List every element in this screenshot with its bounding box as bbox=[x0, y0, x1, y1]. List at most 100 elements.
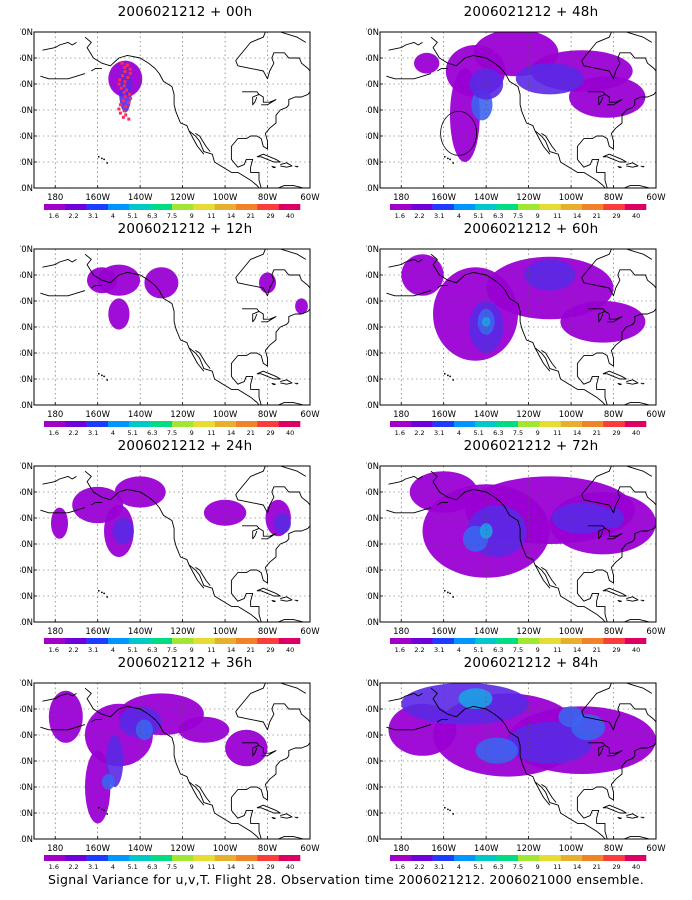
variance-map: 70N 60N 50N 40N 30N 20N 10N 180 160W 140W 120W 100W… bbox=[366, 462, 666, 652]
colorbar-label: 4 bbox=[111, 212, 115, 218]
lon-tick-label: 180 bbox=[393, 627, 409, 637]
colorbar-swatch bbox=[214, 855, 237, 861]
colorbar-swatch bbox=[150, 204, 173, 210]
lat-tick-label: 20N bbox=[20, 158, 33, 168]
colorbar-label: 21 bbox=[247, 646, 255, 652]
colorbar-label: 29 bbox=[612, 429, 620, 435]
colorbar-swatch bbox=[193, 421, 215, 427]
colorbar-swatch bbox=[236, 638, 258, 644]
colorbar-label: 9 bbox=[536, 863, 540, 869]
colorbar-swatch bbox=[65, 204, 87, 210]
colorbar-swatch bbox=[603, 855, 625, 861]
colorbar-label: 7.5 bbox=[513, 863, 523, 869]
colorbar-label: 7.5 bbox=[513, 212, 523, 218]
colorbar-swatch bbox=[560, 421, 583, 427]
colorbar-swatch bbox=[108, 855, 130, 861]
lon-tick-label: 120W bbox=[170, 410, 195, 420]
colorbar-label: 6.3 bbox=[147, 863, 157, 869]
colorbar-label: 21 bbox=[247, 429, 255, 435]
lat-tick-label: 60N bbox=[366, 488, 379, 498]
colorbar: 1.6 2.2 3.1 4 5.1 6.3 7.5 9 11 14 21 29 40 bbox=[390, 638, 647, 652]
lat-tick-label: 30N bbox=[366, 349, 379, 359]
variance-map: 70N 60N 50N 40N 30N 20N 10N 180 160W 140W 120W 100W… bbox=[20, 462, 320, 652]
colorbar-label: 9 bbox=[536, 429, 540, 435]
colorbar-label: 2.2 bbox=[414, 212, 424, 218]
lon-tick-label: 180 bbox=[393, 193, 409, 203]
colorbar-label: 9 bbox=[536, 212, 540, 218]
colorbar-label: 40 bbox=[632, 429, 640, 435]
colorbar-label: 7.5 bbox=[167, 212, 177, 218]
lat-tick-label: 10N bbox=[366, 835, 379, 845]
grid-lines bbox=[380, 683, 656, 839]
colorbar-label: 2.2 bbox=[414, 429, 424, 435]
colorbar-swatch bbox=[560, 638, 583, 644]
colorbar-label: 40 bbox=[286, 646, 294, 652]
colorbar-label: 21 bbox=[593, 212, 601, 218]
colorbar-label: 2.2 bbox=[68, 863, 78, 869]
colorbar-swatch bbox=[475, 204, 497, 210]
colorbar-label: 5.1 bbox=[127, 212, 137, 218]
colorbar: 1.6 2.2 3.1 4 5.1 6.3 7.5 9 11 14 21 29 40 bbox=[44, 638, 301, 652]
colorbar-label: 40 bbox=[286, 429, 294, 435]
colorbar: 1.6 2.2 3.1 4 5.1 6.3 7.5 9 11 14 21 29 40 bbox=[44, 204, 301, 218]
colorbar-label: 5.1 bbox=[127, 646, 137, 652]
grid-lines bbox=[34, 249, 310, 405]
lat-tick-label: 60N bbox=[20, 54, 33, 64]
colorbar-label: 40 bbox=[286, 212, 294, 218]
colorbar-label: 29 bbox=[266, 863, 274, 869]
lon-tick-label: 60W bbox=[646, 193, 666, 203]
lon-tick-label: 80W bbox=[604, 410, 624, 420]
lat-tick-label: 50N bbox=[366, 80, 379, 90]
colorbar-label: 29 bbox=[612, 863, 620, 869]
colorbar-label: 11 bbox=[553, 212, 561, 218]
colorbar-swatch bbox=[432, 204, 455, 210]
panel-title: 2006021212 + 48h bbox=[463, 4, 599, 20]
lat-tick-label: 20N bbox=[366, 375, 379, 385]
colorbar-swatch bbox=[44, 421, 66, 427]
colorbar-label: 2.2 bbox=[68, 646, 78, 652]
colorbar-label: 5.1 bbox=[473, 646, 483, 652]
colorbar-swatch bbox=[129, 855, 151, 861]
colorbar-swatch bbox=[411, 204, 433, 210]
colorbar-swatch bbox=[560, 204, 583, 210]
colorbar-swatch bbox=[582, 638, 604, 644]
colorbar-swatch bbox=[193, 855, 215, 861]
lon-tick-label: 60W bbox=[300, 193, 320, 203]
variance-contour bbox=[203, 499, 247, 526]
variance-contour bbox=[602, 507, 625, 529]
colorbar-label: 2.2 bbox=[68, 429, 78, 435]
lon-tick-label: 140W bbox=[128, 844, 153, 854]
lon-tick-label: 60W bbox=[300, 410, 320, 420]
colorbar-swatch bbox=[65, 855, 87, 861]
colorbar-swatch bbox=[539, 204, 561, 210]
colorbar-swatch bbox=[236, 855, 258, 861]
lat-tick-label: 40N bbox=[366, 757, 379, 767]
lon-tick-label: 140W bbox=[128, 627, 153, 637]
colorbar-label: 21 bbox=[247, 212, 255, 218]
colorbar-label: 9 bbox=[536, 646, 540, 652]
colorbar-label: 1.6 bbox=[395, 646, 405, 652]
colorbar-label: 14 bbox=[227, 863, 235, 869]
colorbar-label: 11 bbox=[207, 863, 215, 869]
colorbar-label: 3.1 bbox=[88, 863, 98, 869]
lon-tick-label: 80W bbox=[258, 844, 278, 854]
colorbar-swatch bbox=[624, 855, 647, 861]
colorbar-swatch bbox=[86, 638, 109, 644]
variance-map: 70N 60N 50N 40N 30N 20N 10N 180 160W 140W 120W 100W… bbox=[366, 679, 666, 869]
lon-tick-label: 120W bbox=[170, 844, 195, 854]
colorbar-label: 4 bbox=[111, 646, 115, 652]
colorbar-label: 1.6 bbox=[49, 863, 59, 869]
coastlines bbox=[386, 32, 656, 188]
lon-tick-label: 120W bbox=[170, 193, 195, 203]
colorbar-label: 5.1 bbox=[473, 863, 483, 869]
colorbar-swatch bbox=[129, 638, 151, 644]
colorbar-swatch bbox=[624, 204, 647, 210]
colorbar-swatch bbox=[44, 204, 66, 210]
colorbar-swatch bbox=[214, 204, 237, 210]
lat-tick-label: 50N bbox=[20, 297, 33, 307]
coastlines bbox=[40, 32, 310, 188]
grid-lines bbox=[380, 249, 656, 405]
lat-tick-label: 30N bbox=[20, 783, 33, 793]
variance-contour bbox=[479, 523, 493, 539]
colorbar-label: 29 bbox=[612, 212, 620, 218]
